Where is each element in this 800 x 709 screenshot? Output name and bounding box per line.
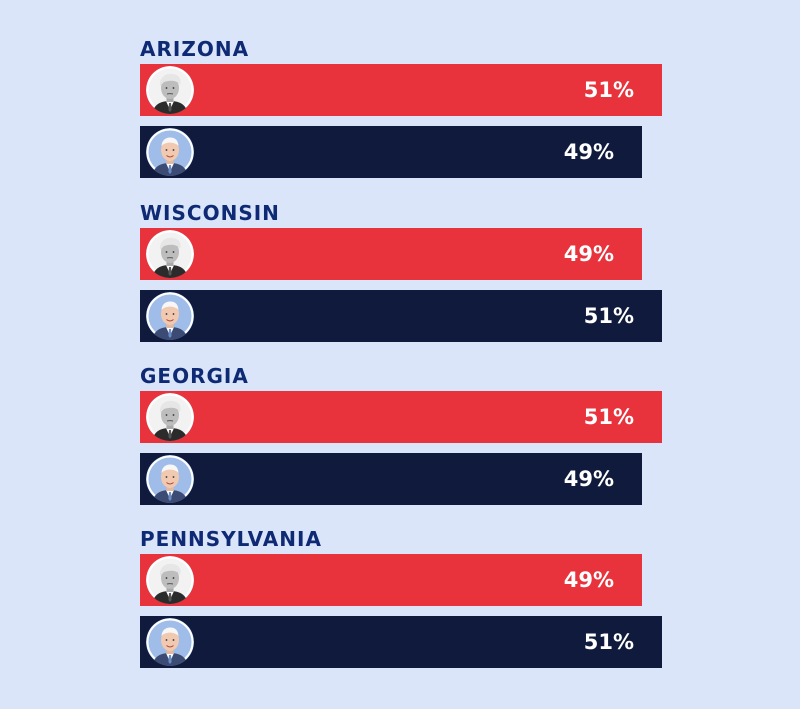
bar-wisconsin-trump: 49% (140, 228, 642, 280)
trump-portrait-icon (146, 556, 194, 604)
value-label-wisconsin-biden: 51% (583, 304, 634, 328)
bar-georgia-trump: 51% (140, 391, 662, 443)
state-label-georgia: GEORGIA (140, 364, 249, 388)
value-label-georgia-biden: 49% (563, 467, 614, 491)
value-label-pennsylvania-trump: 49% (563, 568, 614, 592)
value-label-arizona-biden: 49% (563, 140, 614, 164)
trump-portrait-icon (146, 393, 194, 441)
state-label-wisconsin: WISCONSIN (140, 201, 280, 225)
biden-portrait-icon (146, 292, 194, 340)
bar-pennsylvania-trump: 49% (140, 554, 642, 606)
value-label-arizona-trump: 51% (583, 78, 634, 102)
value-label-georgia-trump: 51% (583, 405, 634, 429)
bar-pennsylvania-biden: 51% (140, 616, 662, 668)
trump-portrait-icon (146, 230, 194, 278)
trump-portrait-icon (146, 66, 194, 114)
biden-portrait-icon (146, 455, 194, 503)
state-label-arizona: ARIZONA (140, 37, 250, 61)
bar-arizona-trump: 51% (140, 64, 662, 116)
biden-portrait-icon (146, 618, 194, 666)
bar-wisconsin-biden: 51% (140, 290, 662, 342)
biden-portrait-icon (146, 128, 194, 176)
value-label-pennsylvania-biden: 51% (583, 630, 634, 654)
bar-arizona-biden: 49% (140, 126, 642, 178)
state-label-pennsylvania: PENNSYLVANIA (140, 527, 322, 551)
value-label-wisconsin-trump: 49% (563, 242, 614, 266)
bar-georgia-biden: 49% (140, 453, 642, 505)
